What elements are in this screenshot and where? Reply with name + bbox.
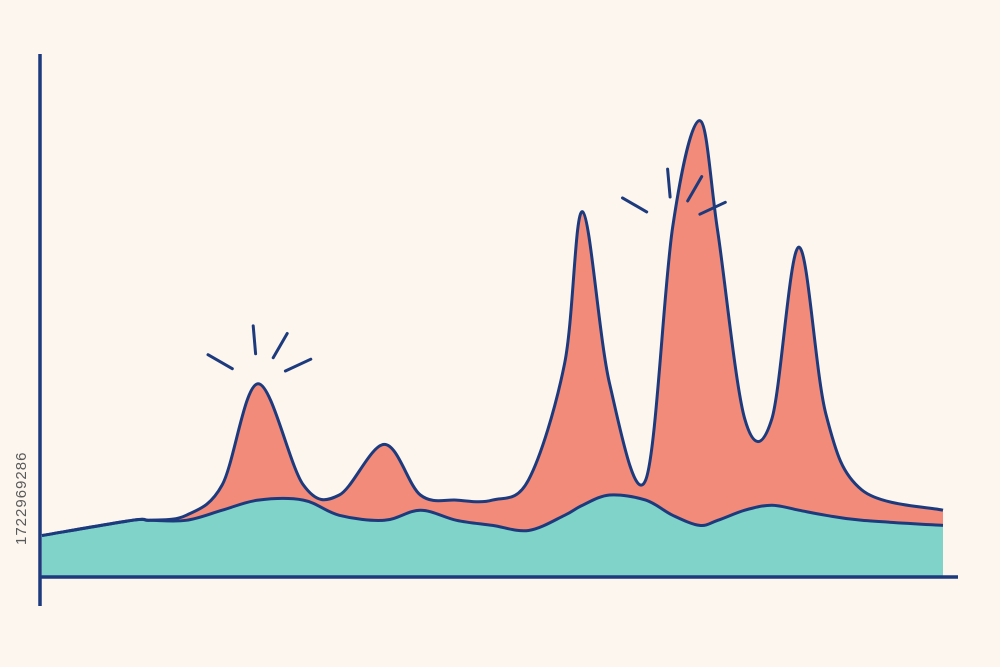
burst-line — [283, 357, 313, 373]
burst-line — [686, 175, 704, 203]
burst-line — [666, 167, 672, 199]
peak-bursts — [206, 167, 727, 373]
series-1-line — [41, 493, 944, 537]
burst-line — [621, 196, 649, 214]
series-2-area — [42, 120, 943, 536]
burst-line — [206, 353, 234, 371]
burst-lines-2 — [621, 167, 727, 216]
burst-line — [251, 324, 258, 356]
stock-id-text: 1722969286 — [13, 451, 30, 545]
burst-lines-1 — [206, 324, 313, 373]
series-lines — [41, 119, 944, 537]
area-fills — [42, 120, 943, 576]
series-1-area — [42, 494, 943, 576]
series-2-line — [41, 119, 944, 537]
burst-line — [271, 332, 289, 360]
burst-line — [698, 200, 727, 216]
